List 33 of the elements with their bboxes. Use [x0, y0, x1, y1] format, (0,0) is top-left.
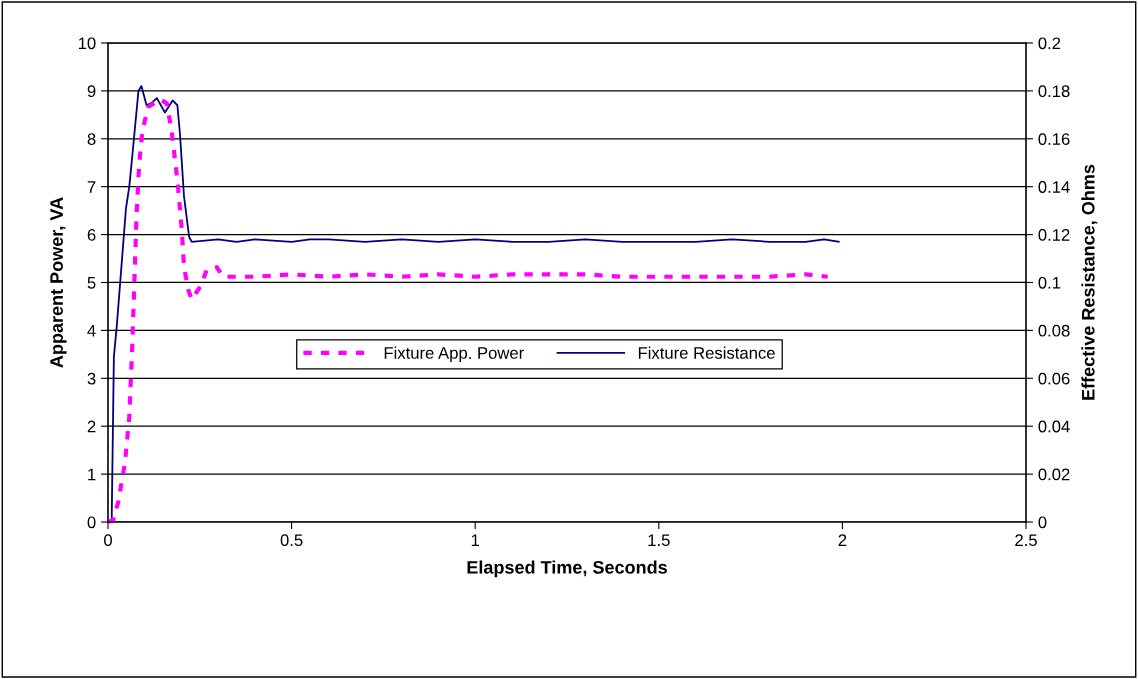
- y-tick-label: 2: [87, 420, 96, 433]
- y2-tick-label: 0.06: [1038, 372, 1070, 385]
- x-tick-label: 1: [471, 534, 480, 546]
- y-tick-label: 5: [87, 277, 96, 289]
- y2-tick-label: 0.16: [1038, 133, 1070, 145]
- x-tick-label: 1.5: [648, 534, 670, 547]
- y2-tick-label: 0.12: [1038, 229, 1070, 241]
- legend-label: Fixture Resistance: [638, 346, 775, 359]
- x-tick-label: 2.5: [1015, 534, 1037, 547]
- y2-tick-label: 0.02: [1038, 468, 1070, 481]
- y2-axis-title: Effective Resistance, Ohms: [1081, 164, 1098, 400]
- y2-tick-label: 0: [1038, 516, 1047, 529]
- y2-tick-label: 0.08: [1038, 324, 1070, 337]
- x-tick-label: 2: [838, 534, 847, 546]
- y2-tick-label: 0.04: [1038, 420, 1070, 433]
- y-tick-label: 4: [87, 324, 96, 337]
- y2-tick-label: 0.1: [1038, 276, 1061, 289]
- y-tick-label: 6: [87, 229, 96, 241]
- y-tick-label: 9: [87, 85, 96, 98]
- y2-tick-label: 0.14: [1038, 181, 1070, 193]
- y-tick-label: 3: [87, 372, 96, 385]
- x-tick-label: 0: [104, 534, 112, 547]
- y-axis-title: Apparent Power, VA: [50, 197, 67, 368]
- y-tick-label: 8: [87, 133, 96, 145]
- x-axis-title: Elapsed Time, Seconds: [467, 560, 667, 578]
- y2-tick-label: 0.18: [1038, 85, 1070, 98]
- legend-label: Fixture App. Power: [384, 346, 524, 363]
- y-tick-label: 1: [88, 468, 96, 481]
- y2-tick-label: 0.2: [1038, 37, 1061, 50]
- y-tick-label: 0: [87, 516, 96, 529]
- x-tick-label: 0.5: [280, 534, 303, 547]
- y-tick-label: 10: [78, 37, 96, 50]
- y-tick-label: 7: [87, 181, 96, 193]
